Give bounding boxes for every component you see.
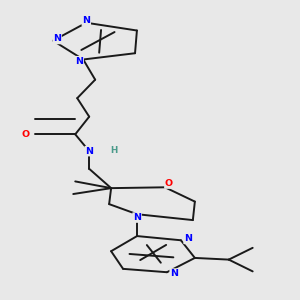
Text: N: N [184,234,192,243]
Text: N: N [53,34,61,43]
Text: N: N [85,147,93,156]
Text: O: O [21,130,29,139]
Text: N: N [133,213,141,222]
Text: O: O [165,179,173,188]
Text: N: N [82,16,90,25]
Text: N: N [75,57,83,66]
Text: N: N [170,269,178,278]
Text: H: H [110,146,118,155]
